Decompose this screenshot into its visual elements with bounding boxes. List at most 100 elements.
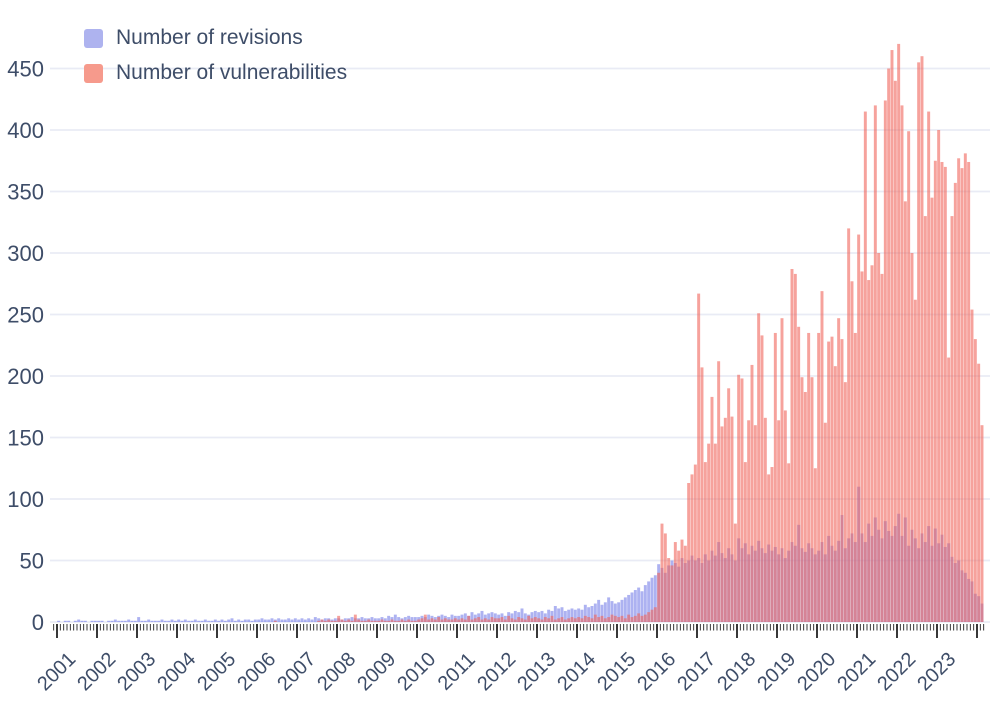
y-tick-label: 350 <box>7 180 44 205</box>
bar-vulnerabilities <box>597 617 601 622</box>
bar-vulnerabilities <box>570 617 574 622</box>
bar-vulnerabilities <box>917 62 921 623</box>
bar-vulnerabilities <box>833 366 837 622</box>
bar-revisions <box>513 610 517 622</box>
bar-revisions <box>573 609 577 622</box>
x-tick-label: 2004 <box>153 648 200 695</box>
bar-vulnerabilities <box>940 161 944 623</box>
revisions-swatch-icon <box>84 28 103 48</box>
bar-vulnerabilities <box>610 614 614 622</box>
bar-vulnerabilities <box>593 614 597 622</box>
bar-revisions <box>627 594 631 622</box>
bar-vulnerabilities <box>613 615 617 622</box>
bar-revisions <box>303 619 307 622</box>
bar-vulnerabilities <box>587 617 591 622</box>
bar-revisions <box>63 620 67 622</box>
bar-vulnerabilities <box>620 615 624 622</box>
bar-vulnerabilities <box>393 620 397 622</box>
bar-revisions <box>110 620 114 622</box>
bar-revisions <box>237 619 241 622</box>
legend-label-vulnerabilities: Number of vulnerabilities <box>116 61 348 84</box>
bar-revisions <box>597 599 601 622</box>
bar-vulnerabilities <box>703 462 707 622</box>
bar-vulnerabilities <box>560 617 564 622</box>
bar-vulnerabilities <box>413 620 417 622</box>
bar-vulnerabilities <box>663 533 667 622</box>
y-tick-label: 150 <box>7 426 44 451</box>
bar-revisions <box>587 607 591 622</box>
x-tick-label: 2007 <box>273 648 320 695</box>
bar-vulnerabilities <box>607 617 611 622</box>
bar-revisions <box>410 617 414 622</box>
bar-vulnerabilities <box>813 468 817 622</box>
bar-vulnerabilities <box>647 612 651 622</box>
bar-vulnerabilities <box>487 619 491 622</box>
bar-vulnerabilities <box>333 620 337 622</box>
x-tick-label: 2003 <box>113 648 160 695</box>
bar-revisions <box>577 608 581 622</box>
bar-vulnerabilities <box>567 618 571 622</box>
bar-revisions <box>480 610 484 622</box>
bar-vulnerabilities <box>633 615 637 622</box>
bar-vulnerabilities <box>863 111 867 623</box>
bar-revisions <box>387 615 391 622</box>
bar-revisions <box>427 614 431 622</box>
bar-vulnerabilities <box>800 377 804 622</box>
bar-revisions <box>213 619 217 622</box>
bar-vulnerabilities <box>400 619 404 622</box>
bar-vulnerabilities <box>467 615 471 622</box>
bar-vulnerabilities <box>943 166 947 622</box>
bar-vulnerabilities <box>773 332 777 622</box>
bar-vulnerabilities <box>490 617 494 622</box>
bar-vulnerabilities <box>430 618 434 622</box>
bar-vulnerabilities <box>513 619 517 622</box>
bar-revisions <box>307 618 311 622</box>
bar-vulnerabilities <box>670 565 674 622</box>
bar-vulnerabilities <box>980 425 984 622</box>
bar-revisions <box>557 608 561 622</box>
bar-revisions <box>290 619 294 622</box>
bar-revisions <box>317 618 321 622</box>
bar-vulnerabilities <box>327 619 331 622</box>
x-tick-label: 2016 <box>633 648 680 695</box>
bar-revisions <box>493 613 497 622</box>
bar-revisions <box>217 620 221 622</box>
gridlines <box>50 67 990 623</box>
bar-revisions <box>207 620 211 622</box>
bar-revisions <box>440 614 444 622</box>
bar-vulnerabilities <box>557 618 561 622</box>
bar-vulnerabilities <box>893 80 897 623</box>
bar-revisions <box>73 620 77 622</box>
bar-vulnerabilities <box>710 396 714 622</box>
bar-vulnerabilities <box>970 309 974 622</box>
bar-revisions <box>150 620 154 622</box>
bar-vulnerabilities <box>623 618 627 622</box>
bar-vulnerabilities <box>850 281 854 622</box>
bar-revisions <box>93 620 97 622</box>
y-tick-label: 0 <box>32 610 44 635</box>
bar-revisions <box>190 620 194 622</box>
bar-revisions <box>537 612 541 622</box>
bar-revisions <box>517 612 521 622</box>
x-tick-label: 2011 <box>434 649 480 695</box>
bar-revisions <box>123 620 127 622</box>
bar-vulnerabilities <box>497 618 501 622</box>
bar-vulnerabilities <box>360 620 364 622</box>
bar-vulnerabilities <box>537 618 541 622</box>
bar-revisions <box>260 618 264 622</box>
bar-vulnerabilities <box>433 619 437 622</box>
bar-vulnerabilities <box>353 614 357 622</box>
bar-vulnerabilities <box>857 234 861 623</box>
bar-vulnerabilities <box>820 291 824 622</box>
bar-vulnerabilities <box>563 619 567 622</box>
bar-revisions <box>510 613 514 622</box>
bar-vulnerabilities <box>810 377 814 622</box>
bar-revisions <box>533 610 537 622</box>
bar-revisions <box>613 603 617 622</box>
bar-vulnerabilities <box>867 280 871 622</box>
bar-vulnerabilities <box>843 382 847 622</box>
bar-vulnerabilities <box>583 615 587 622</box>
bar-vulnerabilities <box>967 161 971 623</box>
bar-revisions <box>253 619 257 622</box>
bar-vulnerabilities <box>877 253 881 622</box>
